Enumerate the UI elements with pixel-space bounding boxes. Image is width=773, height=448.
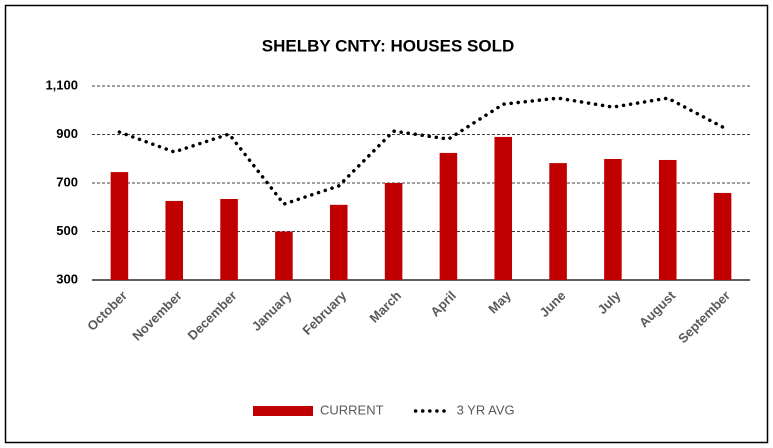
bar [329,204,348,280]
legend-label: CURRENT [320,402,384,417]
bar [494,136,513,280]
bar [165,200,184,280]
bar [713,192,732,280]
bar [275,231,293,280]
bar [384,183,403,280]
chart-title: SHELBY CNTY: HOUSES SOLD [262,36,515,55]
legend-label: 3 YR AVG [457,402,515,417]
y-tick-label: 1,100 [45,77,78,92]
bar [439,152,458,280]
bar [220,199,238,280]
y-tick-label: 500 [56,223,78,238]
bar [658,159,677,280]
y-tick-label: 900 [56,126,78,141]
line [117,96,725,206]
y-tick-label: 300 [56,271,78,286]
bar [110,172,129,280]
bar [604,158,622,280]
bar [549,163,567,280]
y-tick-label: 700 [56,174,78,189]
legend-swatch [253,406,313,416]
